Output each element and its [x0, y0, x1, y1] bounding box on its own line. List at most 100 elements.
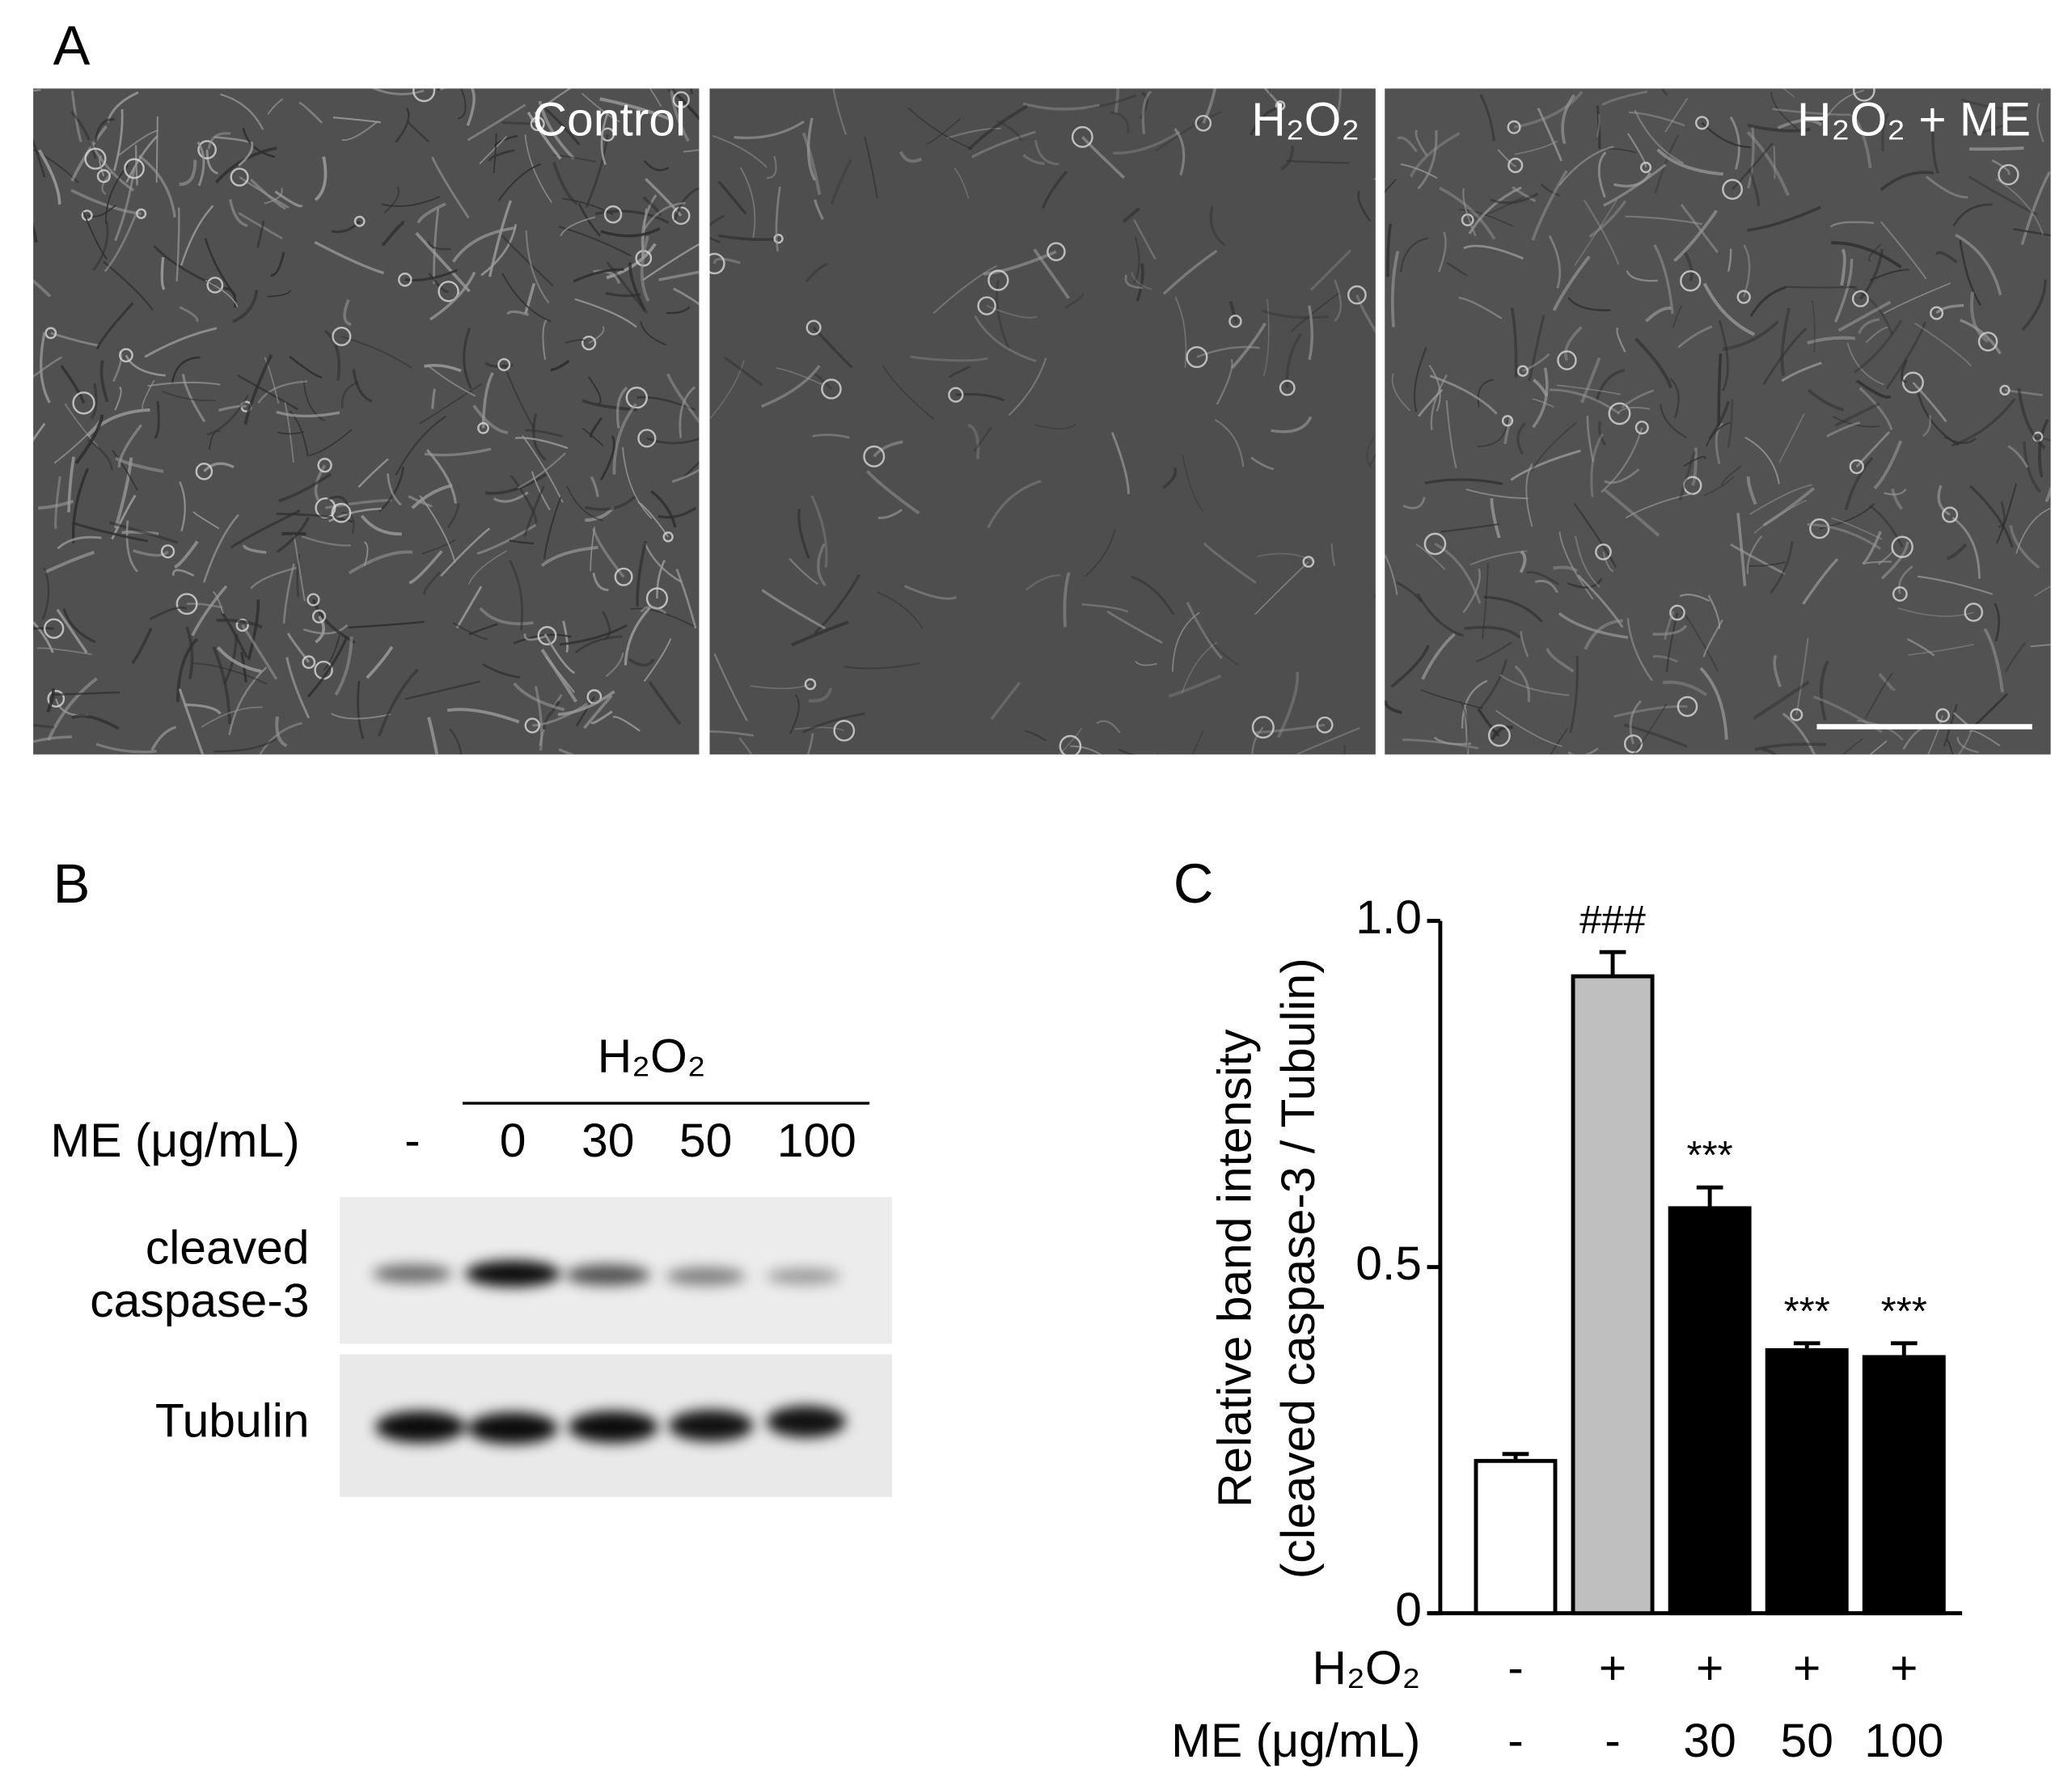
- band: [565, 1264, 650, 1286]
- cell-edge: [2034, 585, 2051, 597]
- cell-edge: [709, 214, 725, 227]
- cell-edge: [643, 201, 686, 231]
- cell-body: [1595, 544, 1612, 560]
- cell-edge: [455, 586, 483, 629]
- cell-edge: [1465, 488, 1529, 500]
- cell-edge: [1110, 432, 1131, 494]
- cell-edge: [1155, 111, 1223, 152]
- cell-edge: [1262, 309, 1329, 319]
- cell-edge: [709, 730, 755, 737]
- cell-edge: [1357, 190, 1372, 222]
- cell-edge: [275, 716, 288, 748]
- cell-edge: [534, 88, 572, 115]
- cell-edge: [865, 470, 920, 515]
- cell-edge: [1135, 263, 1144, 302]
- cell-edge: [983, 250, 1057, 276]
- cell-edge: [427, 241, 451, 251]
- cell-edge: [1880, 221, 1927, 280]
- cell-edge: [1458, 209, 1514, 227]
- lane-label: 50: [679, 1115, 732, 1167]
- cell-edge: [1414, 129, 1428, 157]
- y-tick-label: 0: [1395, 1584, 1422, 1636]
- cell-edge: [1831, 241, 1902, 269]
- cell-edge: [267, 98, 284, 115]
- cell-body: [412, 88, 436, 103]
- cell-edge: [87, 408, 150, 438]
- cell-edge: [431, 156, 470, 219]
- cell-edge: [630, 607, 696, 628]
- cell-edge: [1574, 199, 1618, 266]
- cell-edge: [2004, 389, 2043, 396]
- cell-edge: [789, 557, 819, 585]
- cell-edge: [1762, 327, 1808, 385]
- band: [568, 1411, 658, 1443]
- x-row-value: +: [1599, 1642, 1626, 1694]
- cell-edge: [1533, 379, 1549, 397]
- cell-edge: [1869, 269, 1909, 281]
- cell-edge: [864, 136, 878, 199]
- cell-edge: [424, 364, 462, 373]
- cell-body: [1195, 114, 1212, 132]
- cell-edge: [216, 646, 262, 674]
- cell-edge: [44, 550, 95, 574]
- cell-edge: [673, 287, 700, 306]
- cell-body: [124, 158, 145, 180]
- cell-edge: [482, 663, 521, 679]
- cell-edge: [33, 89, 41, 92]
- cell-edge: [1603, 489, 1660, 537]
- bar-chart: Relative band intensity (cleaved caspase…: [1171, 891, 1963, 1767]
- cell-edge: [1564, 326, 1583, 362]
- cell-edge: [1831, 517, 1883, 540]
- cell-edge: [1135, 660, 1157, 666]
- cell-body: [1302, 556, 1315, 568]
- cell-edge: [1064, 293, 1085, 309]
- cell-body: [175, 593, 198, 615]
- cell-edge: [1842, 738, 1863, 755]
- cell-edge: [1652, 654, 1678, 663]
- cell-edge: [675, 569, 697, 629]
- cell-edge: [1773, 654, 1782, 687]
- cell-edge: [1951, 398, 2016, 447]
- cell-edge: [70, 714, 120, 730]
- cell-edge: [1598, 421, 1607, 446]
- cell-edge: [1491, 725, 1514, 741]
- cell-edge: [1070, 745, 1102, 755]
- cell-edge: [797, 508, 810, 559]
- cell-edge: [1664, 611, 1675, 641]
- cell-edge: [1749, 560, 1786, 567]
- cell-edge: [1994, 603, 2001, 642]
- cell-edge: [761, 589, 827, 630]
- cell-edge: [648, 681, 682, 725]
- cell-edge: [257, 380, 308, 404]
- cell-edge: [242, 128, 276, 159]
- cell-body: [672, 91, 690, 109]
- cell-edge: [775, 186, 781, 252]
- cell-edge: [573, 268, 624, 283]
- cell-edge: [2023, 441, 2041, 493]
- cell-edge: [1885, 321, 1926, 390]
- cell-edge: [95, 302, 134, 350]
- cell-body: [1487, 724, 1511, 747]
- cell-edge: [713, 257, 741, 264]
- cell-edge: [1840, 248, 1846, 286]
- cell-edge: [1512, 186, 1537, 203]
- cell-edge: [1968, 176, 2038, 216]
- cell-edge: [1231, 322, 1266, 370]
- cell-edge: [203, 514, 239, 583]
- cell-edge: [1807, 336, 1856, 345]
- cell-edge: [612, 403, 637, 475]
- cell-edge: [115, 456, 164, 473]
- cell-edge: [1746, 535, 1763, 575]
- cell-edge: [472, 404, 509, 434]
- cell-edge: [1257, 552, 1316, 563]
- cell-body: [1423, 532, 1447, 556]
- cell-edge: [1897, 607, 1974, 617]
- cell-edge: [179, 481, 186, 532]
- cell-edge: [1602, 552, 1614, 573]
- cell-edge: [1490, 192, 1539, 205]
- cell-edge: [1736, 513, 1747, 586]
- cell-edge: [1865, 326, 1888, 344]
- cell-edge: [1862, 531, 1882, 565]
